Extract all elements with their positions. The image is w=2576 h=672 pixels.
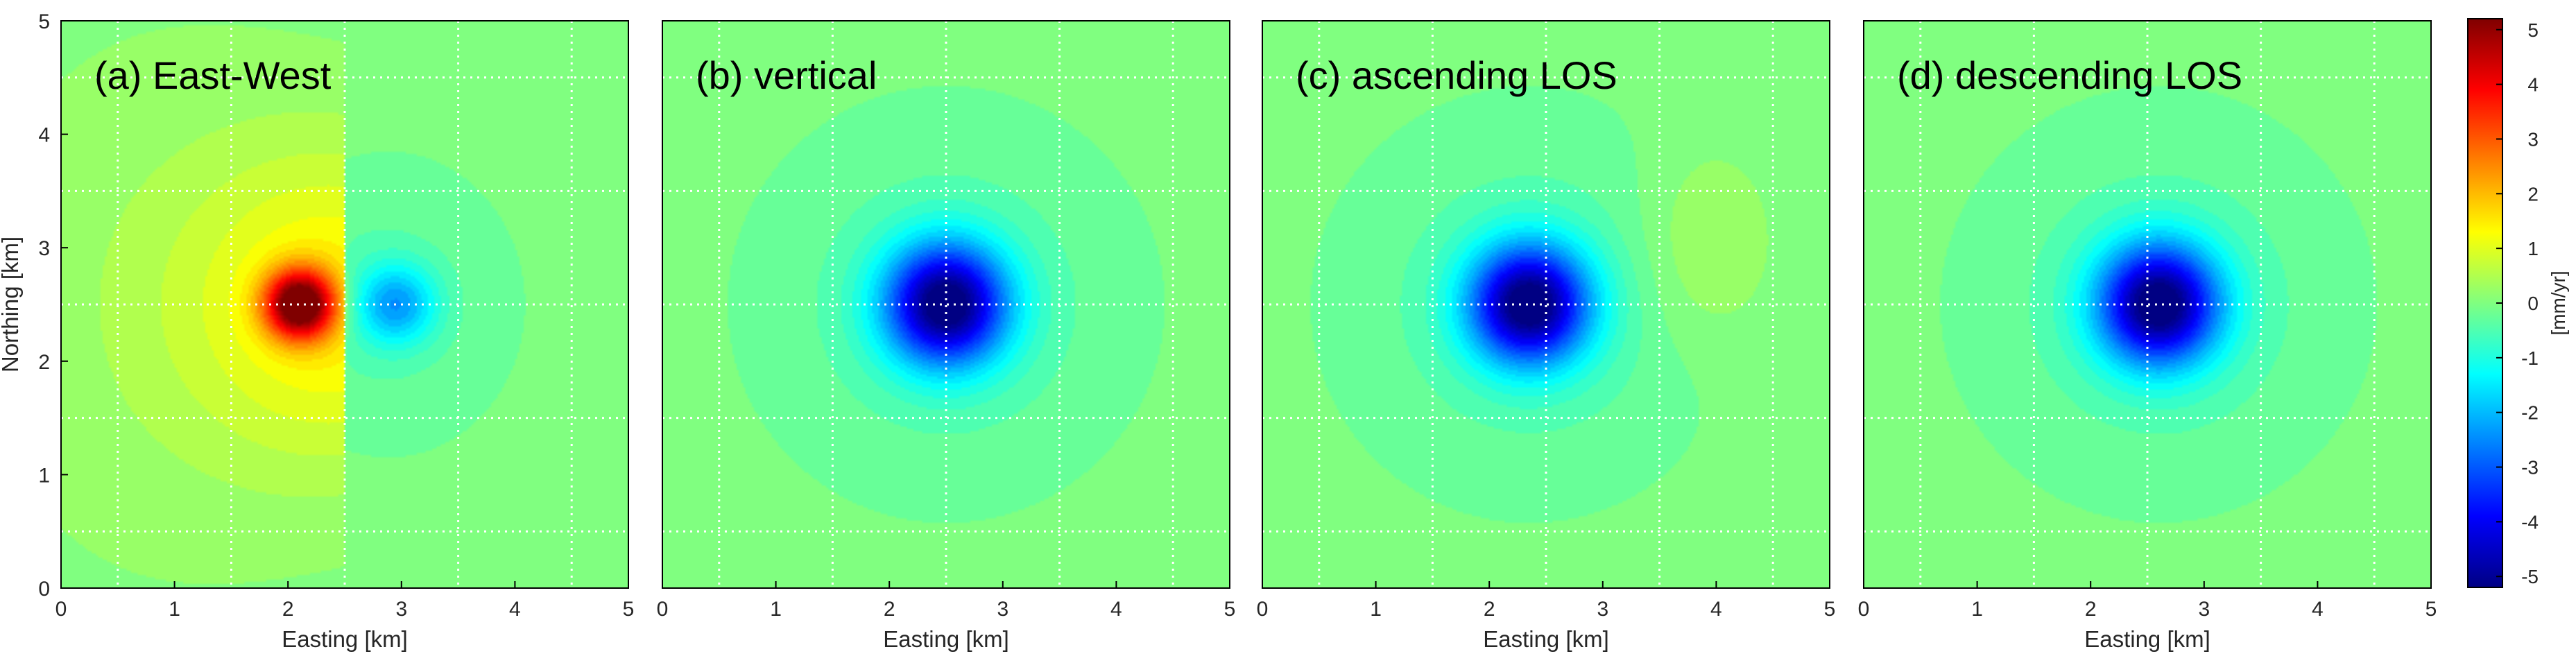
panel-d-title: (d) descending LOS (1897, 53, 2242, 97)
colorbar-tick-label-5: 0 (2527, 293, 2539, 314)
panel-c-plot-area (1262, 20, 1830, 589)
panel-descending-los: (d) descending LOS Easting [km] 0 1 2 3 4 5 (1858, 20, 2437, 652)
panel-b-plot-area (662, 20, 1230, 589)
colorbar-tick-label-0: 5 (2527, 19, 2539, 41)
colorbar-tick-label-2: 3 (2527, 128, 2539, 150)
colorbar-ticks: 5 4 3 2 1 0 -1 -2 -3 -4 -5 (2496, 19, 2539, 587)
panel-a-ylabel: Northing [km] (0, 236, 23, 372)
panel-ascending-los: (c) ascending LOS Easting [km] 0 1 2 3 4 5 (1257, 20, 1836, 652)
axes-frame-b (662, 20, 1230, 589)
panel-c-xlabel: Easting [km] (1483, 626, 1609, 652)
x-tick-label-c-1: 1 (1370, 598, 1382, 621)
colorbar-tick-label-10: -5 (2521, 566, 2539, 587)
colorbar-tick-label-3: 2 (2527, 183, 2539, 205)
y-tick-label-a-0: 0 (38, 578, 50, 601)
x-tick-label-a-2: 2 (282, 598, 294, 621)
x-tick-label-d-5: 5 (2425, 598, 2437, 621)
panel-d-xlabel: Easting [km] (2084, 626, 2210, 652)
x-tick-label-d-2: 2 (2085, 598, 2097, 621)
x-tick-label-c-0: 0 (1257, 598, 1269, 621)
colorbar: 5 4 3 2 1 0 -1 -2 -3 -4 -5 [mm/yr] (2467, 18, 2569, 588)
y-tick-label-a-3: 3 (38, 237, 50, 260)
panel-a-xlabel: Easting [km] (282, 626, 408, 652)
panel-d-plot-area (1863, 20, 2432, 589)
axes-frame-c (1262, 20, 1830, 589)
colorbar-tick-label-9: -4 (2521, 511, 2539, 533)
x-tick-label-b-2: 2 (884, 598, 895, 621)
y-tick-label-a-5: 5 (38, 10, 50, 33)
y-tick-label-a-1: 1 (38, 464, 50, 487)
x-tick-label-a-4: 4 (509, 598, 521, 621)
panel-a-ticks: 0 1 2 3 4 5 0 1 2 3 4 5 (38, 10, 634, 621)
x-tick-label-d-0: 0 (1858, 598, 1870, 621)
y-tick-label-a-2: 2 (38, 351, 50, 374)
axes-frame-d (1863, 20, 2432, 589)
x-tick-label-b-1: 1 (770, 598, 782, 621)
panel-a-title: (a) East-West (94, 53, 332, 97)
x-tick-label-a-0: 0 (55, 598, 67, 621)
x-tick-label-a-1: 1 (169, 598, 180, 621)
panel-a-plot-area (60, 20, 629, 589)
panel-b-title: (b) vertical (696, 53, 877, 97)
panel-d-ticks: 0 1 2 3 4 5 (1858, 581, 2437, 621)
panel-vertical: (b) vertical Easting [km] 0 1 2 3 4 5 (657, 20, 1236, 652)
colorbar-tick-label-1: 4 (2527, 74, 2539, 96)
x-tick-label-b-5: 5 (1224, 598, 1236, 621)
colorbar-tick-label-6: -1 (2521, 347, 2539, 369)
colorbar-tick-label-8: -3 (2521, 457, 2539, 479)
y-tick-label-a-4: 4 (38, 124, 50, 147)
panel-c-ticks: 0 1 2 3 4 5 (1257, 581, 1836, 621)
x-tick-label-b-0: 0 (657, 598, 669, 621)
x-tick-label-d-3: 3 (2198, 598, 2210, 621)
colorbar-tick-label-4: 1 (2527, 238, 2539, 259)
x-tick-label-a-5: 5 (623, 598, 635, 621)
axes-frame-a (60, 20, 629, 589)
x-tick-label-c-5: 5 (1824, 598, 1836, 621)
x-tick-label-c-3: 3 (1597, 598, 1608, 621)
x-tick-label-d-4: 4 (2312, 598, 2324, 621)
colorbar-label: [mm/yr] (2548, 270, 2569, 335)
x-tick-label-d-1: 1 (1971, 598, 1983, 621)
panel-b-xlabel: Easting [km] (883, 626, 1009, 652)
x-tick-label-b-3: 3 (997, 598, 1008, 621)
panel-east-west: (a) East-West Easting [km] Northing [km]… (0, 10, 634, 652)
colorbar-tick-label-7: -2 (2521, 402, 2539, 424)
panel-b-ticks: 0 1 2 3 4 5 (657, 581, 1236, 621)
panel-c-title: (c) ascending LOS (1296, 53, 1617, 97)
x-tick-label-c-2: 2 (1484, 598, 1495, 621)
x-tick-label-a-3: 3 (395, 598, 407, 621)
x-tick-label-b-4: 4 (1110, 598, 1122, 621)
x-tick-label-c-4: 4 (1710, 598, 1722, 621)
